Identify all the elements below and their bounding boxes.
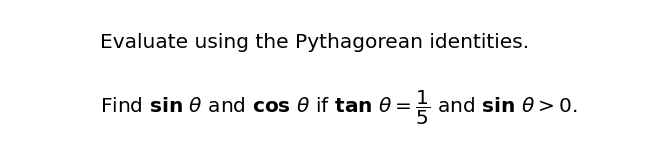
Text: Evaluate using the Pythagorean identities.: Evaluate using the Pythagorean identitie…	[100, 33, 530, 52]
Text: $\mathrm{Find}\ \mathbf{sin}\ \theta\ \mathrm{and}\ \mathbf{cos}\ \theta\ \mathr: $\mathrm{Find}\ \mathbf{sin}\ \theta\ \m…	[100, 88, 578, 127]
